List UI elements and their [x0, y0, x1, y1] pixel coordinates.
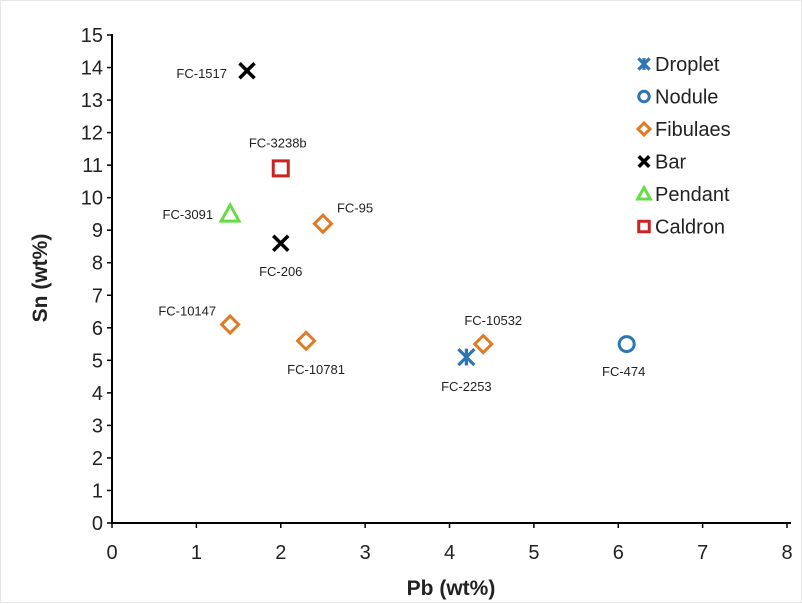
- y-tick-label: 4: [92, 383, 103, 405]
- y-tick-label: 3: [92, 415, 103, 437]
- y-tick-label: 7: [92, 285, 103, 307]
- data-point-label: FC-206: [259, 264, 302, 279]
- x-tick-label: 7: [697, 542, 708, 564]
- legend-entry-label: Nodule: [655, 87, 718, 109]
- x-tick-label: 4: [444, 542, 455, 564]
- legend-marker: [635, 120, 653, 138]
- legend-marker: [635, 184, 653, 201]
- legend-marker: [637, 219, 651, 234]
- data-point-marker: [219, 313, 241, 336]
- y-tick-label: 10: [81, 188, 103, 210]
- y-tick-label: 15: [81, 25, 103, 47]
- y-tick-label: 9: [92, 220, 103, 242]
- legend-entry-label: Caldron: [655, 217, 725, 239]
- y-tick-label: 12: [81, 123, 103, 145]
- y-tick-label: 13: [81, 90, 103, 112]
- data-point-marker: [218, 201, 242, 223]
- x-axis-ticks: 0 1 2 3 4 5 6 7 8: [106, 523, 793, 564]
- x-axis-title: Pb (wt%): [407, 577, 496, 600]
- data-point-marker: [472, 333, 494, 355]
- y-tick-label: 6: [92, 318, 103, 340]
- legend-marker: [637, 89, 651, 104]
- legend-entry-label: Droplet: [655, 54, 720, 76]
- data-points: FC-2253 FC-474 FC-95 FC-10147 FC-10781 FC-105…: [158, 62, 645, 394]
- legend-marker: [637, 155, 651, 168]
- x-tick-label: 0: [106, 542, 117, 564]
- data-point-label: FC-3091: [163, 207, 214, 222]
- y-tick-label: 1: [92, 480, 103, 502]
- data-point-label: FC-3238b: [249, 135, 307, 150]
- y-axis-title: Sn (wt%): [29, 234, 52, 323]
- data-point-marker: [457, 347, 476, 367]
- x-tick-label: 8: [781, 542, 792, 564]
- data-point-label: FC-10781: [287, 362, 345, 377]
- data-point-label: FC-10532: [464, 313, 522, 328]
- data-point-label: FC-95: [337, 201, 373, 216]
- y-tick-label: 0: [92, 513, 103, 535]
- y-tick-label: 5: [92, 350, 103, 372]
- legend-entry-label: Fibulaes: [655, 119, 731, 141]
- data-point-marker: [272, 234, 290, 252]
- data-point-marker: [617, 335, 636, 354]
- data-point-marker: [238, 62, 256, 80]
- x-tick-label: 3: [360, 542, 371, 564]
- y-tick-label: 11: [82, 155, 103, 177]
- data-point-marker: [312, 213, 334, 235]
- x-tick-label: 2: [275, 542, 286, 564]
- data-point-label: FC-1517: [176, 66, 227, 81]
- y-tick-label: 8: [92, 253, 103, 275]
- legend-entry-label: Pendant: [655, 184, 730, 206]
- legend-entry-label: Bar: [655, 152, 686, 174]
- data-point-marker: [295, 330, 317, 352]
- data-point-label: FC-474: [602, 364, 645, 379]
- data-point-label: FC-2253: [441, 379, 492, 394]
- x-tick-label: 1: [191, 542, 202, 564]
- legend: Droplet Nodule Fibulaes Bar Pendant Caldron: [635, 54, 731, 239]
- legend-marker: [637, 57, 651, 71]
- x-tick-label: 6: [613, 542, 624, 564]
- data-point-label: FC-10147: [158, 304, 216, 319]
- y-tick-label: 14: [81, 58, 103, 80]
- x-tick-label: 5: [528, 542, 539, 564]
- y-tick-label: 2: [92, 448, 103, 470]
- data-point-marker: [271, 159, 290, 178]
